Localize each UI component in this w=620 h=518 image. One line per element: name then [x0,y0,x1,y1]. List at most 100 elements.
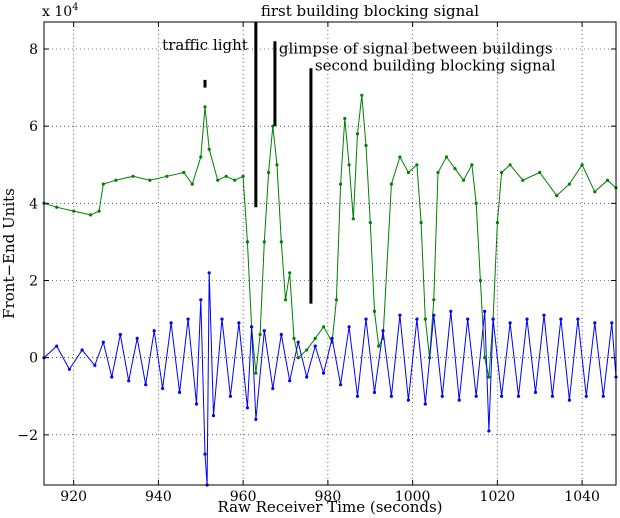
series-point [267,170,271,175]
series-point [131,174,135,178]
series-point [292,336,296,340]
series-point [144,383,148,387]
series-point [593,321,597,325]
series-point [470,163,474,167]
series-point [377,344,381,348]
series-point [500,170,504,175]
series-point [605,178,610,182]
series-point [372,390,377,394]
series-point [449,309,453,313]
series-point [415,317,419,321]
x-tick-label: 980 [315,489,342,505]
series-point [220,317,224,321]
series-point [521,178,525,182]
series-point [389,394,393,398]
series-point [254,371,258,375]
series-point [207,147,211,151]
series-point [474,394,478,398]
series-point [55,205,59,209]
series-point [339,182,343,186]
series-point [228,394,232,398]
series-point [538,170,542,175]
series-point [508,163,512,167]
series-point [550,394,555,398]
series-point [567,182,572,186]
annotation-layer: traffic light first building blocking sig… [162,2,556,304]
x-axis-label: Raw Receiver Time (seconds) [217,498,442,516]
series-point [487,375,491,379]
x-tick-label: 940 [145,489,172,505]
series-layer [42,93,618,487]
series-point [478,278,482,283]
series-point [55,344,59,348]
series-point [567,398,572,402]
series-point [495,221,499,225]
series-point [516,394,521,398]
grid-lines [44,22,616,485]
series-1 [42,271,618,487]
series-point [296,356,300,360]
series-point [360,93,364,97]
series-point [432,298,436,302]
series-point [118,332,122,337]
series-point [67,367,71,371]
series-line-0 [43,95,617,378]
series-point [525,317,529,321]
series-point [211,414,216,418]
x-tick-label: 960 [230,489,257,505]
series-point [169,321,173,325]
series-point [533,390,538,394]
series-point [580,163,584,167]
series-point [322,325,326,329]
y-tick-label: 2 [29,274,38,290]
series-point [491,317,495,321]
series-point [127,379,131,383]
x-tick-label: 1040 [564,489,600,505]
x-tick-label: 920 [60,489,87,505]
series-point [250,325,254,329]
series-point [237,321,241,325]
series-point [500,394,504,398]
series-point [423,317,427,321]
series-point [279,240,283,244]
series-point [364,317,368,321]
y-axis-exponent-base: x 10 [42,4,72,20]
series-point [601,394,605,398]
series-point [542,313,546,317]
series-point [364,143,368,148]
y-axis-exponent-power: 4 [72,2,78,13]
series-point [80,348,84,352]
series-point [466,317,470,321]
series-point [457,398,461,402]
series-point [203,452,207,456]
series-point [97,209,101,213]
series-point [305,348,309,352]
series-point [254,417,258,421]
series-point [258,332,262,337]
series-point [93,363,97,367]
series-point [347,325,351,329]
series-point [559,317,563,321]
series-point [203,105,207,109]
series-point [275,163,279,167]
series-point [584,394,588,398]
series-point [474,201,478,205]
series-point [101,340,105,344]
y-tick-label: 8 [29,42,38,58]
series-point [216,178,220,182]
series-point [330,336,334,340]
series-point [398,313,402,317]
series-point [372,309,377,313]
series-point [241,174,245,178]
series-point [245,240,249,244]
series-point [199,155,203,159]
series-point [165,174,169,178]
series-point [262,240,266,244]
series-point [461,178,466,182]
series-point [135,336,139,340]
series-point [406,170,410,175]
series-point [313,344,317,348]
series-point [194,402,199,406]
plot-frame [43,21,617,486]
y-tick-label: 4 [29,196,38,212]
